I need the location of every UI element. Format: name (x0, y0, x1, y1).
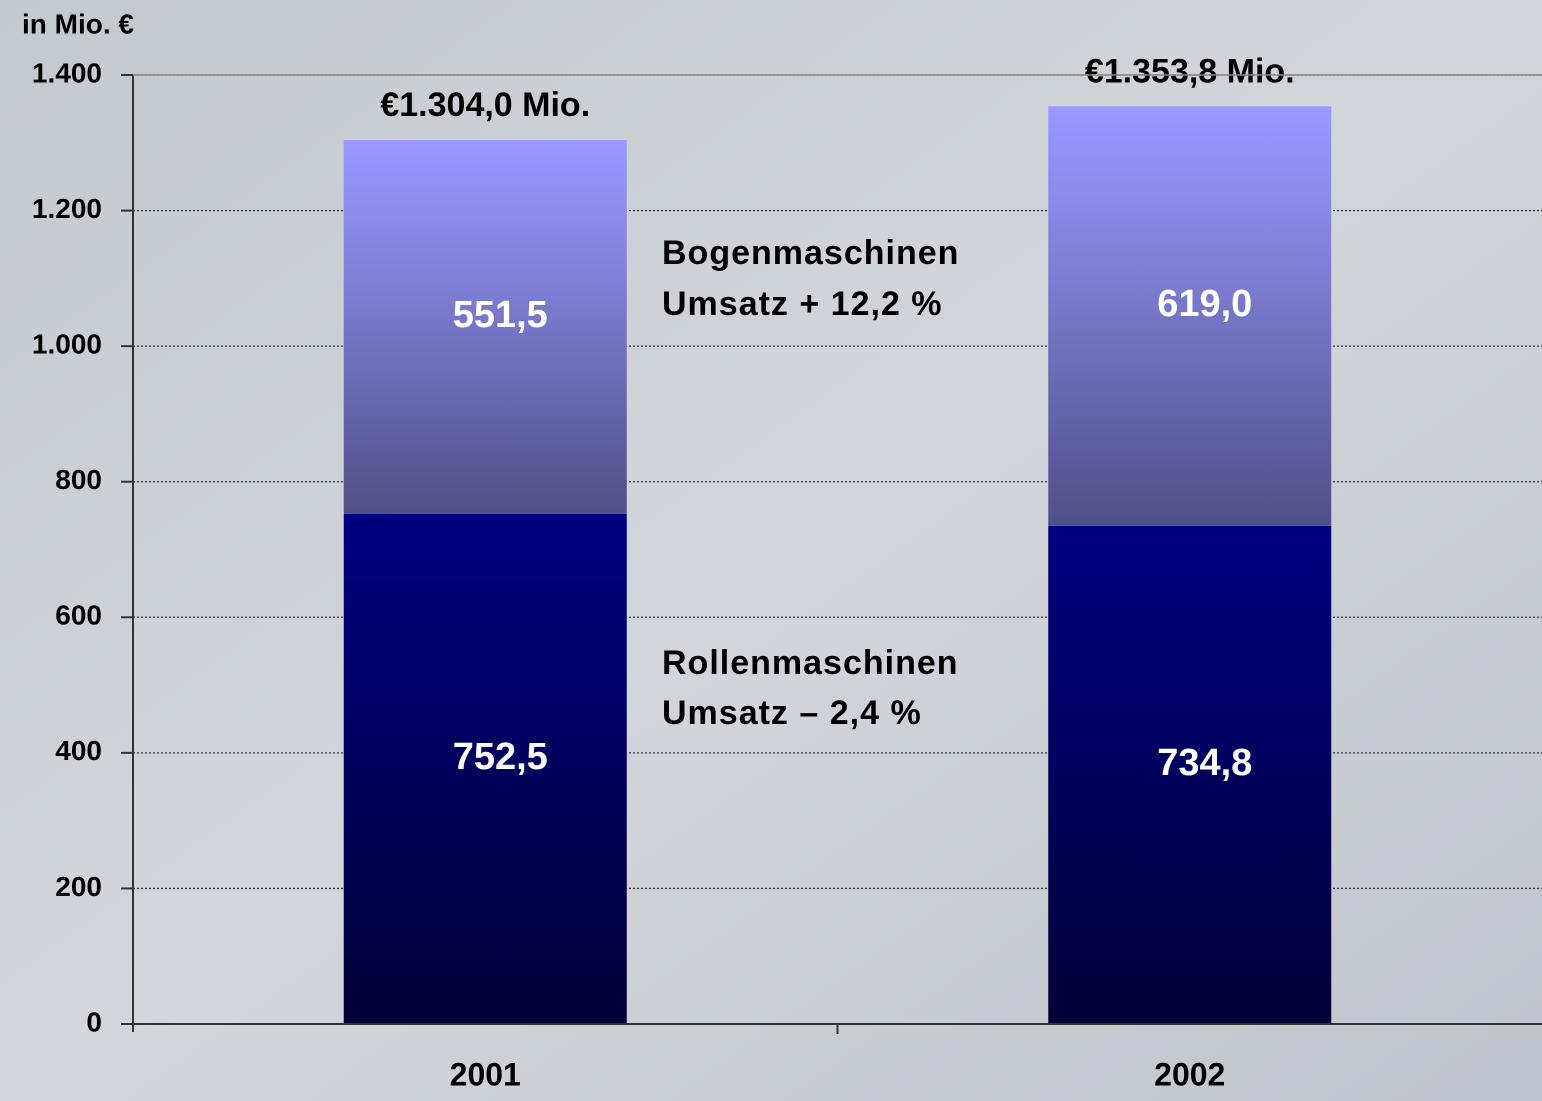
y-tick-label: 1.400 (32, 57, 102, 88)
value-label: 752,5 (453, 736, 548, 778)
total-label: €1.304,0 Mio. (380, 86, 590, 124)
series-change: Umsatz + 12,2 % (662, 285, 943, 323)
y-tick-label: 1.200 (32, 193, 102, 224)
y-tick-label: 1.000 (32, 329, 102, 360)
bar-segment (343, 513, 627, 1024)
series-name: Rollenmaschinen (662, 644, 959, 682)
total-label: €1.353,8 Mio. (1085, 52, 1295, 90)
bar-segment (1048, 525, 1332, 1024)
y-tick-label: 0 (86, 1006, 102, 1037)
series-name: Bogenmaschinen (662, 234, 959, 272)
y-tick-label: 400 (55, 735, 102, 766)
x-tick-label: 2001 (450, 1056, 521, 1092)
series-change: Umsatz – 2,4 % (662, 694, 922, 732)
x-tick-label: 2002 (1154, 1056, 1225, 1092)
value-label: 734,8 (1157, 742, 1252, 784)
y-tick-label: 800 (55, 464, 102, 495)
value-label: 551,5 (453, 294, 548, 336)
y-tick-label: 600 (55, 600, 102, 631)
y-tick-label: 200 (55, 871, 102, 902)
bar-segment (1048, 106, 1332, 526)
value-label: 619,0 (1157, 283, 1252, 325)
bar-segment (343, 140, 627, 514)
y-axis-label: in Mio. € (22, 8, 134, 39)
